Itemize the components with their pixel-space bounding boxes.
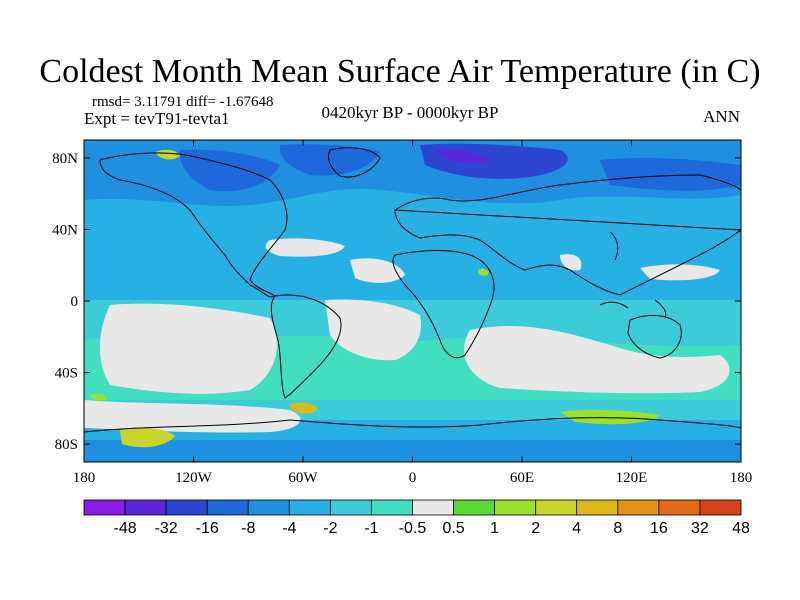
field-very-cold-siberia [435, 149, 490, 163]
lat-label: 80N [52, 151, 78, 167]
field-grey-north-pacific [640, 264, 720, 281]
colorbar-swatch [371, 499, 413, 516]
lon-label: 0 [409, 470, 417, 486]
coastlines [84, 147, 741, 433]
colorbar-label: -48 [114, 520, 137, 537]
lon-label: 120W [175, 470, 213, 486]
temperature-field [84, 140, 741, 462]
coast-australia [627, 314, 682, 359]
colorbar-swatch [453, 499, 496, 516]
colorbar-swatch [412, 499, 454, 516]
colorbar-swatch [288, 499, 331, 516]
colorbar-swatch [165, 499, 208, 516]
lon-label: 180 [73, 470, 96, 486]
colorbar-swatch [124, 499, 167, 516]
plot-title: Coldest Month Mean Surface Air Temperatu… [39, 53, 761, 90]
coast-greenland [327, 147, 381, 178]
field-warm-antarctic-west [120, 427, 175, 448]
colorbar-swatch [329, 499, 372, 516]
colorbar: -48 -32 -16 -8 -4 -2 -1 -0.5 0.5 1 2 4 8 16 32 48 [83, 499, 750, 537]
coast-africa [392, 249, 495, 359]
period-label: 0420kyr BP - 0000kyr BP [321, 103, 499, 122]
colorbar-label: 48 [732, 520, 750, 537]
field-grey-antarctic-coast [84, 400, 301, 433]
colorbar-swatch [658, 499, 701, 516]
coast-south-america [270, 294, 342, 399]
colorbar-label: 0.5 [442, 520, 464, 537]
colorbar-label: -0.5 [399, 520, 427, 537]
season-label: ANN [703, 107, 740, 126]
coast-islands [599, 231, 667, 319]
field-grey-south-pacific [99, 303, 278, 394]
field-warm-south-pacific [90, 393, 107, 401]
coast-antarctica [84, 417, 741, 433]
colorbar-swatch [206, 499, 249, 516]
field-cold-east-siberia [600, 157, 741, 191]
colorbar-label: 8 [613, 520, 622, 537]
lon-label: 120E [616, 470, 648, 486]
lat-label: 0 [71, 294, 79, 310]
colorbar-swatch [494, 499, 537, 516]
colorbar-label: -1 [364, 520, 378, 537]
field-grey-north-atlantic [265, 238, 345, 257]
colorbar-swatch [83, 499, 126, 516]
lon-label: 60W [288, 470, 318, 486]
longitude-axis: 180 120W 60W 0 60E 120E 180 [73, 140, 753, 486]
colorbar-label: 16 [650, 520, 668, 537]
experiment-label: Expt = tevT91-tevta1 [84, 109, 230, 128]
rmsd-diff-stats: rmsd= 3.11791 diff= -1.67648 [92, 94, 274, 110]
colorbar-swatch [576, 499, 619, 516]
lon-label: 60E [510, 470, 534, 486]
colorbar-label: 4 [572, 520, 581, 537]
colorbar-swatch [535, 499, 578, 516]
colorbar-label: -2 [323, 520, 337, 537]
colorbar-label: 2 [531, 520, 540, 537]
colorbar-label: -4 [282, 520, 296, 537]
colorbar-label: -8 [241, 520, 255, 537]
colorbar-label: 1 [490, 520, 499, 537]
field-grey-tropical-atlantic [350, 258, 405, 283]
lat-label: 80S [55, 437, 78, 453]
field-warm-east-antarctic [560, 409, 660, 425]
field-grey-arabian [560, 254, 582, 271]
field-grey-indian-southern [464, 325, 730, 394]
field-cold-greenland [279, 144, 380, 176]
field-warm-bering [155, 149, 180, 160]
field-warm-weddell [288, 402, 318, 414]
coast-north-america [99, 152, 288, 298]
colorbar-swatch [617, 499, 660, 516]
field-grey-south-atlantic [325, 299, 421, 361]
colorbar-label: -32 [155, 520, 178, 537]
colorbar-label: 32 [691, 520, 709, 537]
latitude-axis: 80N 40N 0 40S 80S [52, 151, 741, 453]
lat-label: 40N [52, 222, 78, 238]
colorbar-label: -16 [196, 520, 219, 537]
field-cold-antarctica [84, 440, 741, 462]
lat-label: 40S [55, 366, 78, 382]
lon-label: 180 [730, 470, 753, 486]
colorbar-swatch [247, 499, 290, 516]
colorbar-swatch [699, 499, 742, 516]
field-cold-canada [179, 149, 280, 192]
field-warm-red-sea [478, 268, 489, 276]
coast-eurasia [394, 174, 741, 296]
